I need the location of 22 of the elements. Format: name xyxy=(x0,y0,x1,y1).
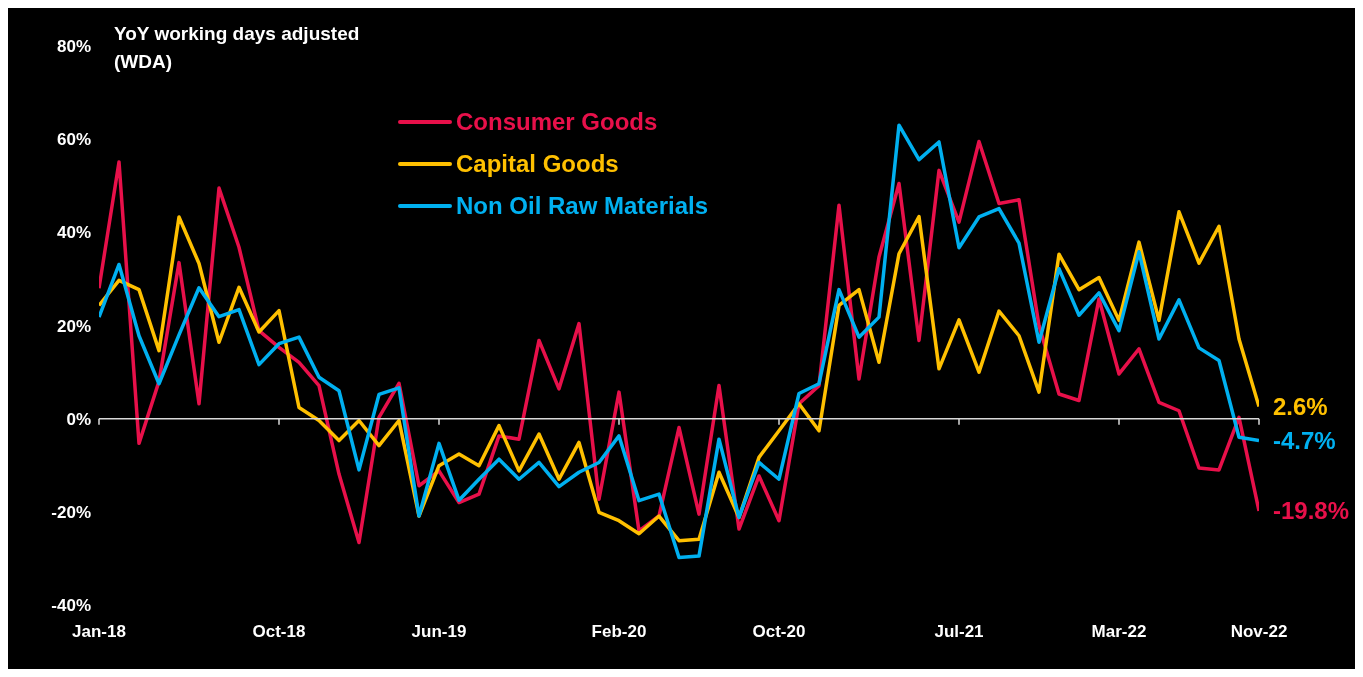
y-axis-title: YoY working days adjusted (WDA) xyxy=(114,22,361,74)
x-tick-label: Mar-22 xyxy=(1091,622,1147,641)
x-tick-label: Jan-18 xyxy=(72,622,126,641)
y-tick-label: 0% xyxy=(66,409,91,429)
x-tick-label: Feb-20 xyxy=(591,622,647,641)
x-tick-label: Nov-22 xyxy=(1230,622,1288,641)
y-tick-label: -20% xyxy=(51,502,91,522)
y-tick-label: 20% xyxy=(56,316,91,336)
y-tick-label: -40% xyxy=(51,596,91,616)
legend-label: Non Oil Raw Materials xyxy=(456,192,709,220)
x-tick-label: Oct-20 xyxy=(752,622,806,641)
y-tick-label: 60% xyxy=(56,130,91,150)
legend-label: Consumer Goods xyxy=(456,108,658,136)
data-label: -19.8% xyxy=(1273,496,1350,524)
data-label: 2.6% xyxy=(1273,392,1328,420)
y-tick-label: 40% xyxy=(56,223,91,243)
x-tick-label: Oct-18 xyxy=(252,622,306,641)
y-tick-label: 80% xyxy=(56,37,91,57)
legend-label: Capital Goods xyxy=(456,150,619,178)
x-tick-label: Jul-21 xyxy=(934,622,984,641)
x-tick-label: Jun-19 xyxy=(411,622,467,641)
data-label: -4.7% xyxy=(1273,426,1336,454)
